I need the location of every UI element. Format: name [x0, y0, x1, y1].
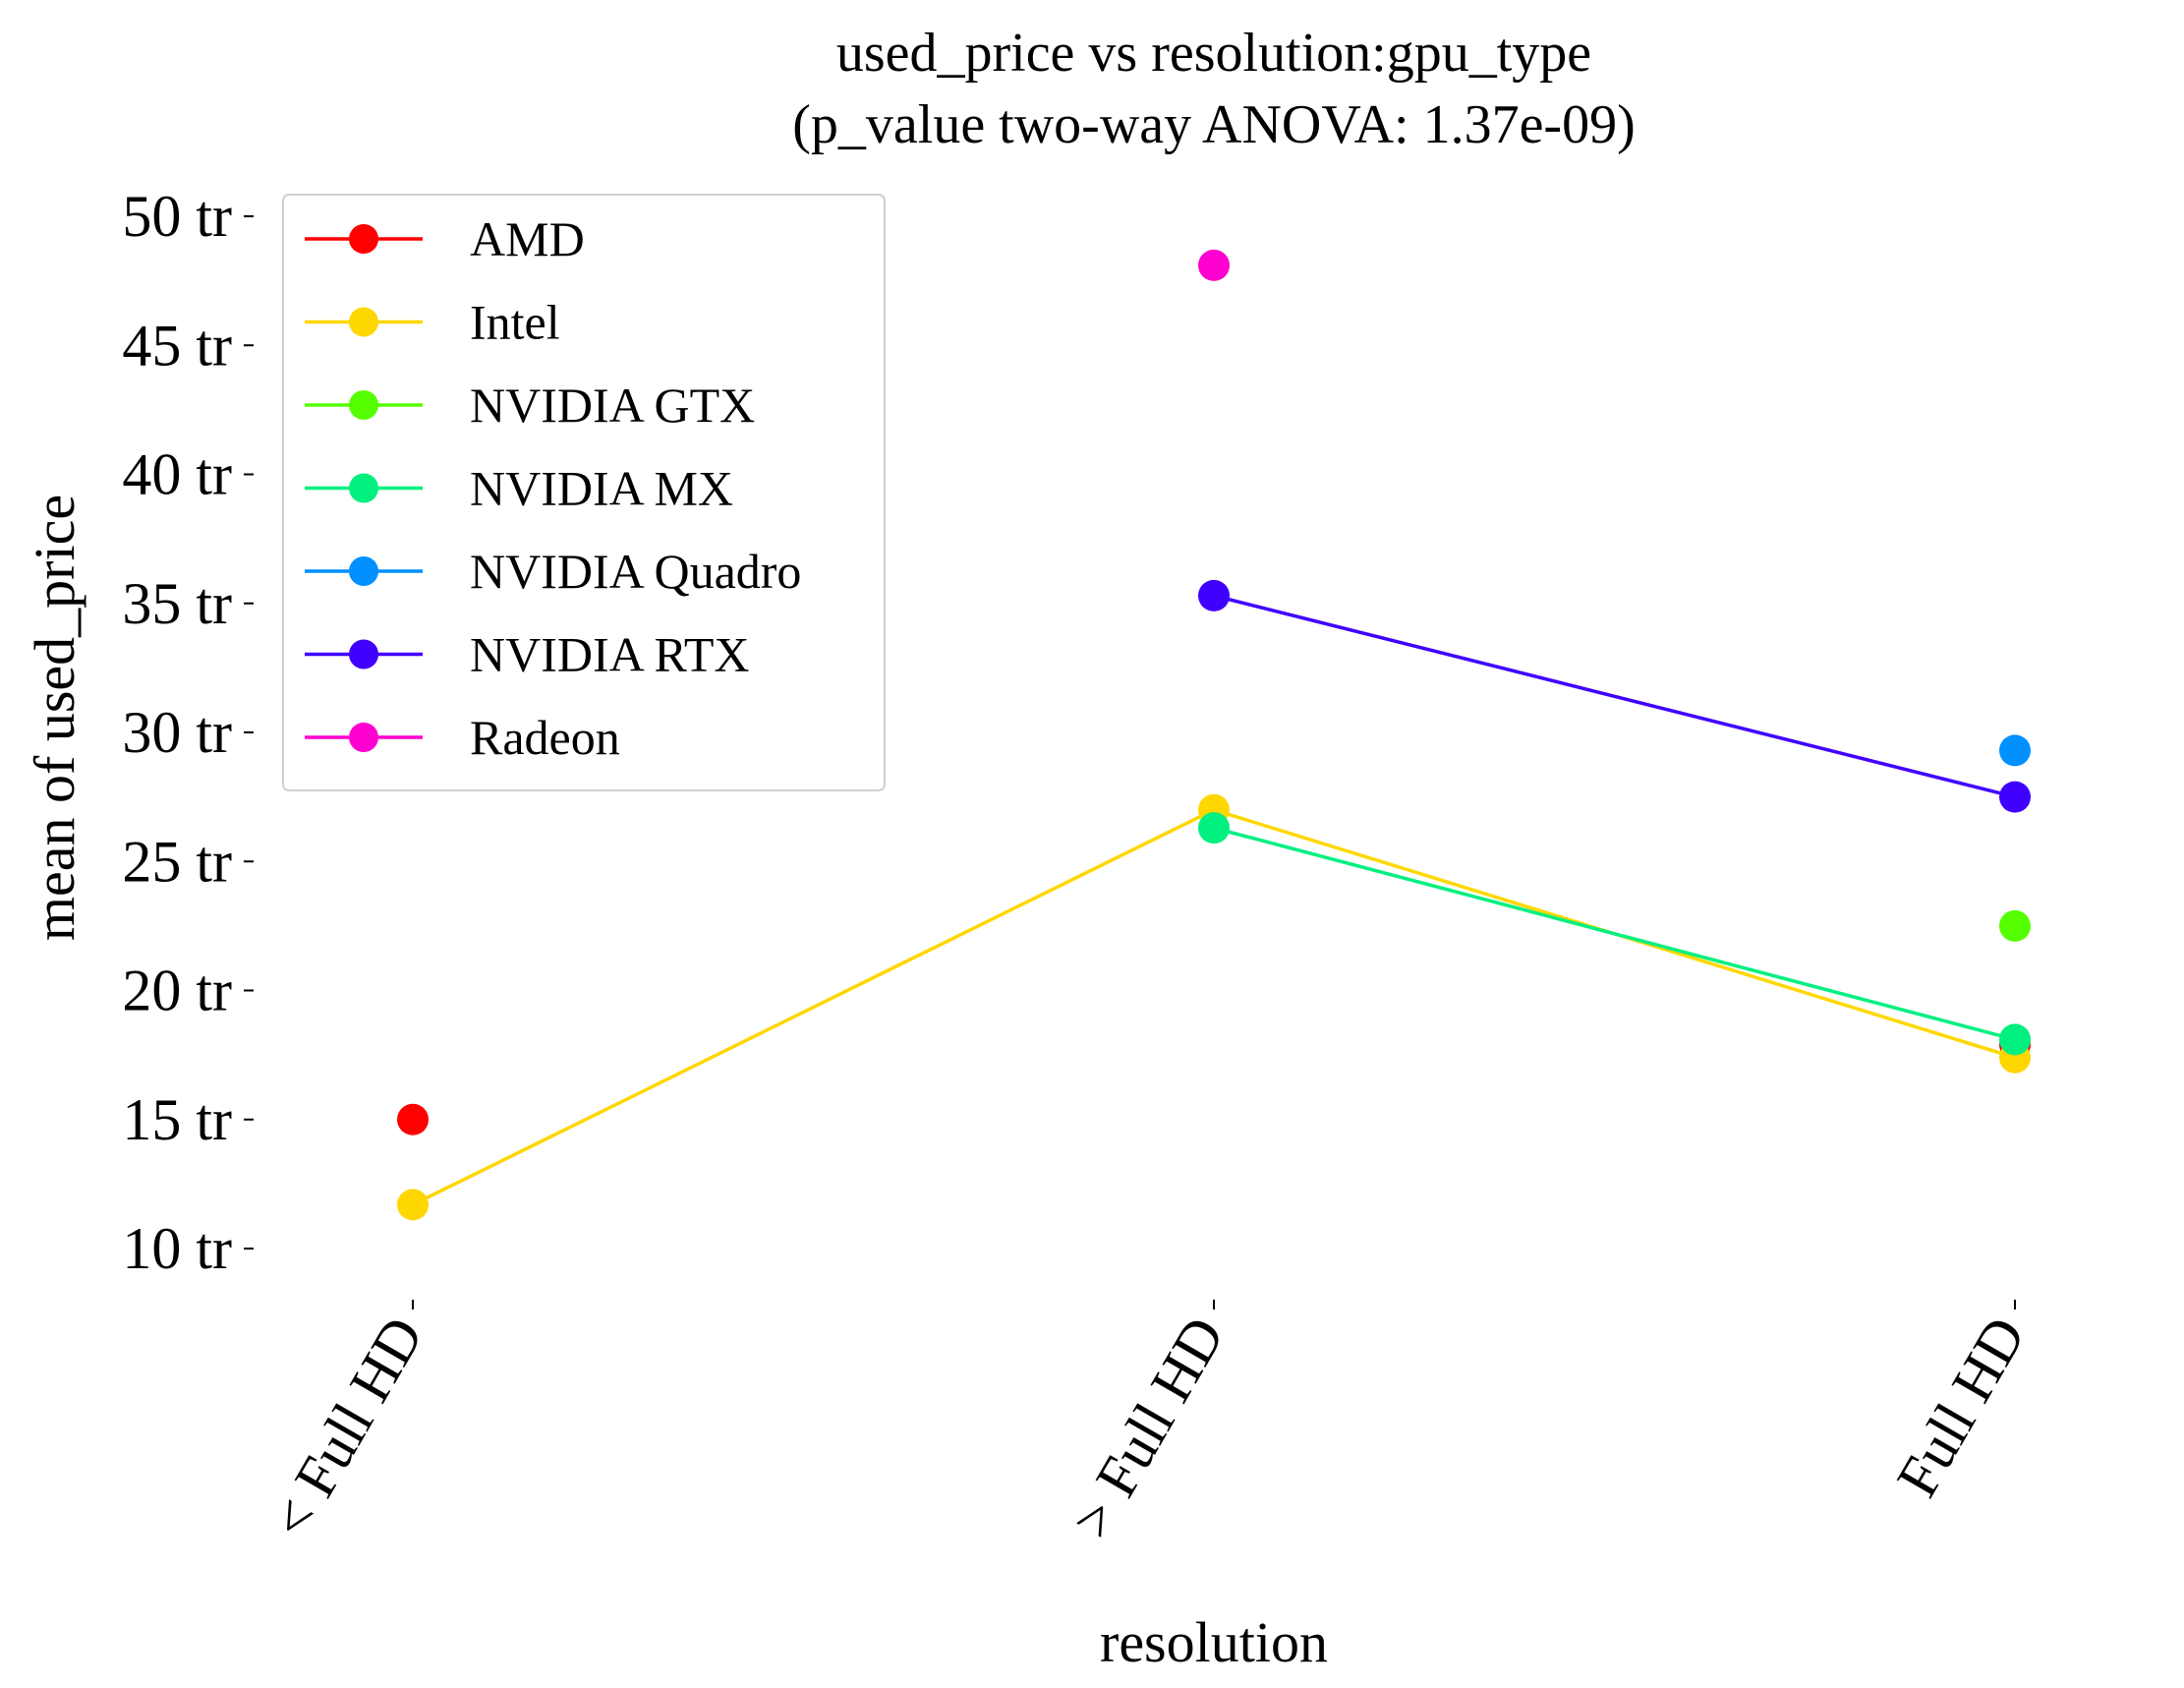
y-tick-label: 20 tr: [122, 959, 232, 1023]
x-axis-label: resolution: [1100, 1610, 1328, 1674]
series-line-nvidia-mx: [1213, 826, 2016, 1042]
legend-marker-nvidia-gtx: [349, 390, 378, 420]
legend-frame: [282, 194, 886, 791]
legend-label-radeon: Radeon: [470, 710, 620, 765]
series-line-intel: [412, 807, 2016, 1206]
x-tick-label: Full HD: [1884, 1307, 2038, 1508]
legend-label-amd: AMD: [470, 211, 585, 266]
legend-label-nvidia-quadro: NVIDIA Quadro: [470, 544, 801, 599]
plot-points: [397, 249, 2031, 1221]
y-tick-label: 15 tr: [122, 1087, 232, 1152]
y-tick-label: 45 tr: [122, 313, 232, 378]
y-tick-label: 40 tr: [122, 442, 232, 507]
y-tick-label: 50 tr: [122, 184, 232, 249]
y-tick-label: 25 tr: [122, 829, 232, 894]
data-point-nvidia-quadro: [1999, 734, 2031, 767]
x-axis: < Full HD > Full HD Full HD: [258, 1300, 2038, 1549]
data-point-amd: [397, 1103, 429, 1135]
legend-marker-amd: [349, 224, 378, 254]
y-tick-label: 10 tr: [122, 1216, 232, 1281]
x-tick-label: > Full HD: [1059, 1307, 1236, 1549]
data-point-nvidia-mx: [1999, 1023, 2031, 1056]
series-line-nvidia-rtx: [1213, 594, 2016, 799]
legend-marker-nvidia-quadro: [349, 556, 378, 586]
chart-title: used_price vs resolution:gpu_type: [836, 23, 1591, 84]
data-point-intel: [397, 1189, 429, 1221]
data-point-nvidia-gtx: [1999, 909, 2031, 942]
legend-marker-nvidia-mx: [349, 473, 378, 503]
x-tick-label: < Full HD: [258, 1307, 435, 1549]
y-tick-label: 35 tr: [122, 571, 232, 636]
y-axis: 10 tr 15 tr 20 tr 25 tr 30 tr 35 tr 40 tr 45 tr…: [122, 184, 254, 1281]
y-tick-label: 30 tr: [122, 700, 232, 765]
chart-subtitle: (p_value two-way ANOVA: 1.37e-09): [792, 94, 1635, 155]
data-point-nvidia-mx: [1198, 812, 1230, 844]
data-point-radeon: [1198, 249, 1230, 281]
legend: AMD Intel NVIDIA GTX NVIDIA MX NVIDIA Quadro…: [282, 194, 886, 791]
legend-label-nvidia-mx: NVIDIA MX: [470, 461, 733, 516]
legend-label-nvidia-gtx: NVIDIA GTX: [470, 378, 755, 433]
legend-marker-radeon: [349, 723, 378, 752]
data-point-nvidia-rtx: [1198, 579, 1230, 611]
legend-label-nvidia-rtx: NVIDIA RTX: [470, 627, 749, 682]
legend-marker-nvidia-rtx: [349, 639, 378, 669]
y-axis-label: mean of used_price: [23, 495, 86, 941]
legend-marker-intel: [349, 307, 378, 337]
data-point-nvidia-rtx: [1999, 781, 2031, 813]
legend-label-intel: Intel: [470, 295, 560, 350]
